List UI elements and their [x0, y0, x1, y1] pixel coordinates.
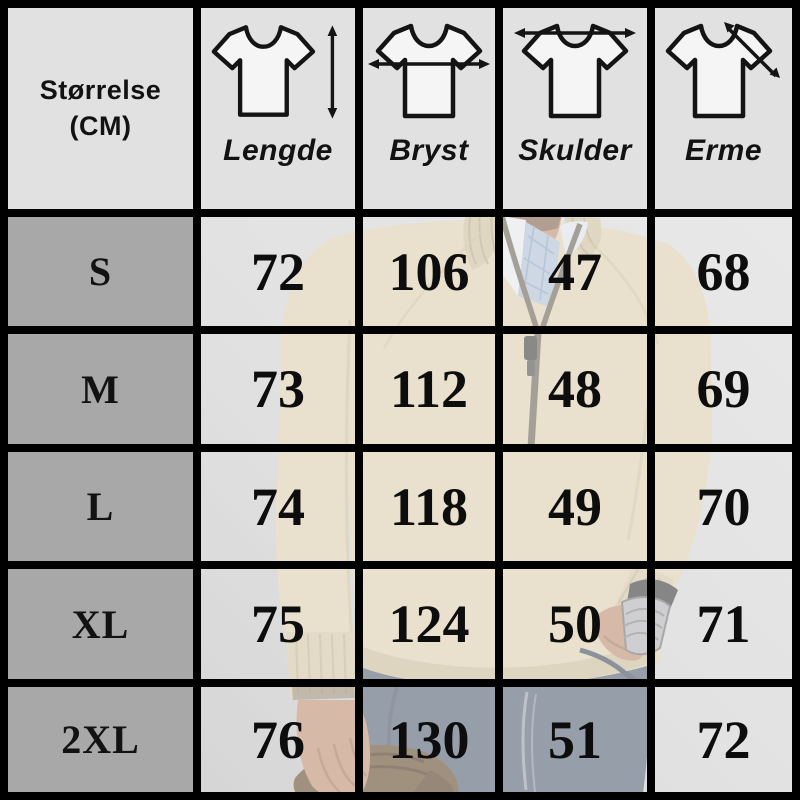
value-m-erme: 69	[655, 334, 792, 444]
value-xl-erme: 71	[655, 569, 792, 679]
value-s-lengde: 72	[201, 217, 355, 326]
value-l-bryst: 118	[363, 452, 495, 561]
value-m-bryst: 112	[363, 334, 495, 444]
value-2xl-skulder: 51	[503, 687, 647, 792]
tshirt-length-measure-icon	[210, 22, 346, 122]
column-label: Skulder	[518, 134, 632, 167]
value-s-skulder: 47	[503, 217, 647, 326]
value-l-erme: 70	[655, 452, 792, 561]
size-label-l: L	[8, 452, 193, 561]
size-label-xl: XL	[8, 569, 193, 679]
value-s-bryst: 106	[363, 217, 495, 326]
tshirt-chest-measure-icon	[367, 22, 491, 122]
column-header-bryst: Bryst	[363, 8, 495, 209]
size-unit-header-cell: Størrelse (CM)	[8, 8, 193, 209]
size-header-line2: (CM)	[69, 110, 132, 141]
value-s-erme: 68	[655, 217, 792, 326]
column-label: Erme	[684, 134, 763, 167]
value-2xl-lengde: 76	[201, 687, 355, 792]
size-label-2xl: 2XL	[8, 687, 193, 792]
size-label-s: S	[8, 217, 193, 326]
column-label: Bryst	[389, 134, 469, 167]
value-l-skulder: 49	[503, 452, 647, 561]
tshirt-sleeve-measure-icon	[662, 22, 786, 122]
column-header-lengde: Lengde	[201, 8, 355, 209]
size-header-line1: Størrelse	[39, 74, 162, 105]
value-2xl-erme: 72	[655, 687, 792, 792]
tshirt-shoulder-measure-icon	[513, 22, 637, 122]
value-m-lengde: 73	[201, 334, 355, 444]
size-label-m: M	[8, 334, 193, 444]
column-label: Lengde	[223, 134, 333, 167]
value-xl-skulder: 50	[503, 569, 647, 679]
value-xl-lengde: 75	[201, 569, 355, 679]
column-header-skulder: Skulder	[503, 8, 647, 209]
value-m-skulder: 48	[503, 334, 647, 444]
value-l-lengde: 74	[201, 452, 355, 561]
column-header-erme: Erme	[655, 8, 792, 209]
value-xl-bryst: 124	[363, 569, 495, 679]
value-2xl-bryst: 130	[363, 687, 495, 792]
